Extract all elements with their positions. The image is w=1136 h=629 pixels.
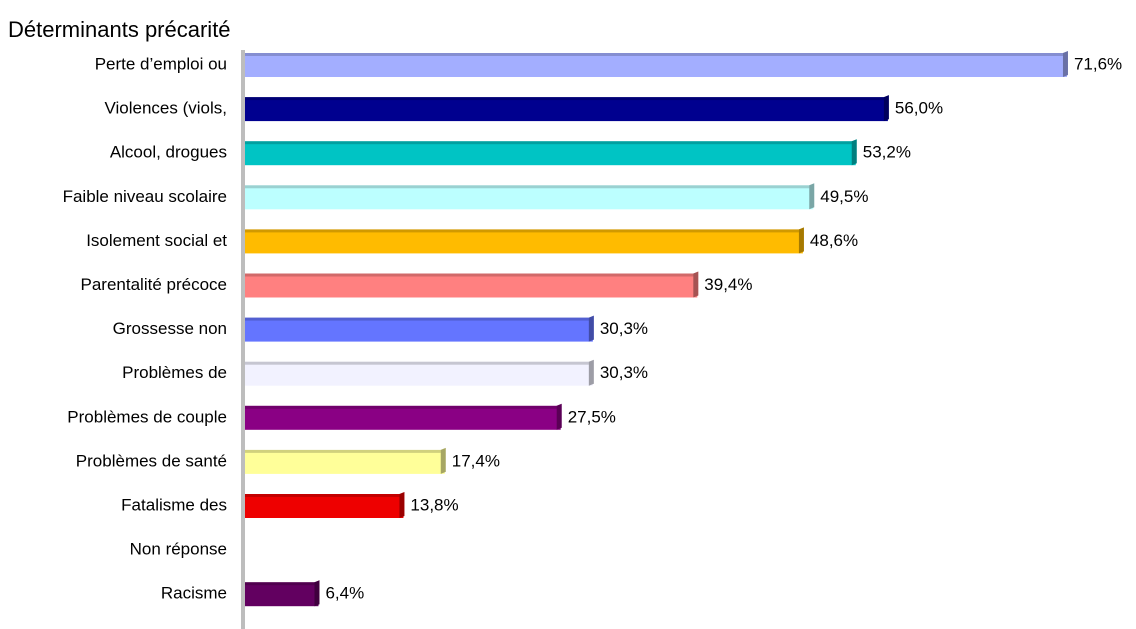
bar-top-edge — [245, 53, 1067, 56]
bar-top-edge — [245, 229, 803, 233]
category-label: Violences (viols, — [104, 99, 227, 118]
bar-side-shade — [314, 580, 320, 607]
bar-side — [588, 359, 594, 386]
bar-top-edge — [245, 361, 593, 365]
bar-top-edge — [245, 185, 814, 189]
bar-top-edge — [245, 141, 856, 145]
bar — [245, 582, 319, 607]
value-label: 49,5% — [820, 187, 868, 206]
bar-side-shade — [809, 183, 815, 210]
bar-side-shade — [883, 95, 889, 122]
bar-top-edge — [245, 405, 561, 409]
bar-side — [399, 492, 405, 518]
bar-side — [798, 227, 804, 254]
bar-side — [883, 95, 889, 122]
bar-side-shade — [693, 271, 699, 298]
value-label: 56,0% — [895, 99, 943, 118]
category-label: Grossesse non — [113, 319, 227, 338]
category-label: Isolement social et — [86, 231, 227, 250]
category-label: Faible niveau scolaire — [63, 187, 227, 206]
bar-top-edge — [245, 494, 404, 497]
category-label: Alcool, drogues — [110, 143, 227, 162]
value-label: 30,3% — [600, 319, 648, 338]
bar-side — [588, 315, 594, 342]
bar — [245, 229, 803, 254]
bar — [245, 361, 593, 386]
category-label: Fatalisme des — [121, 495, 227, 514]
bar-side-shade — [851, 139, 857, 166]
bar-side-shade — [798, 227, 804, 254]
value-label: 17,4% — [452, 451, 500, 470]
category-label: Problèmes de — [122, 363, 227, 382]
bar-side — [556, 403, 562, 430]
value-label: 30,3% — [600, 363, 648, 382]
bar-side — [440, 447, 446, 474]
category-label: Problèmes de santé — [76, 451, 227, 470]
bar-side — [314, 580, 320, 607]
category-label: Perte d’emploi ou — [95, 54, 227, 73]
value-label: 71,6% — [1074, 54, 1122, 73]
bar-side-shade — [588, 315, 594, 342]
bar — [245, 273, 698, 298]
category-label: Parentalité précoce — [81, 275, 227, 294]
axis-line — [241, 50, 245, 629]
bar-top-edge — [245, 317, 593, 321]
bar — [245, 53, 1067, 77]
bar-side — [693, 271, 699, 298]
bar-side-shade — [556, 403, 562, 430]
bar-side-shade — [588, 359, 594, 386]
bar — [245, 185, 814, 210]
category-label: Problèmes de couple — [67, 407, 227, 426]
bar — [245, 317, 593, 342]
bar — [245, 449, 445, 474]
bar-side — [1062, 51, 1068, 77]
value-label: 27,5% — [568, 407, 616, 426]
bar-top-edge — [245, 582, 319, 586]
bar-side — [851, 139, 857, 166]
value-label: 53,2% — [863, 143, 911, 162]
category-label: Non réponse — [130, 540, 227, 559]
bar-side-shade — [1062, 51, 1068, 77]
value-label: 39,4% — [704, 275, 752, 294]
bar — [245, 494, 404, 518]
category-label: Racisme — [161, 584, 227, 603]
bar-top-edge — [245, 97, 888, 101]
bar-side — [809, 183, 815, 210]
bar — [245, 97, 888, 122]
value-label: 13,8% — [410, 495, 458, 514]
bar-side-shade — [440, 447, 446, 474]
chart-title: Déterminants précarité — [8, 17, 231, 42]
bar — [245, 405, 561, 430]
bar-side-shade — [399, 492, 405, 518]
bar-top-edge — [245, 449, 445, 453]
value-label: 6,4% — [325, 584, 364, 603]
bar-top-edge — [245, 273, 698, 277]
value-label: 48,6% — [810, 231, 858, 250]
bar — [245, 141, 856, 166]
